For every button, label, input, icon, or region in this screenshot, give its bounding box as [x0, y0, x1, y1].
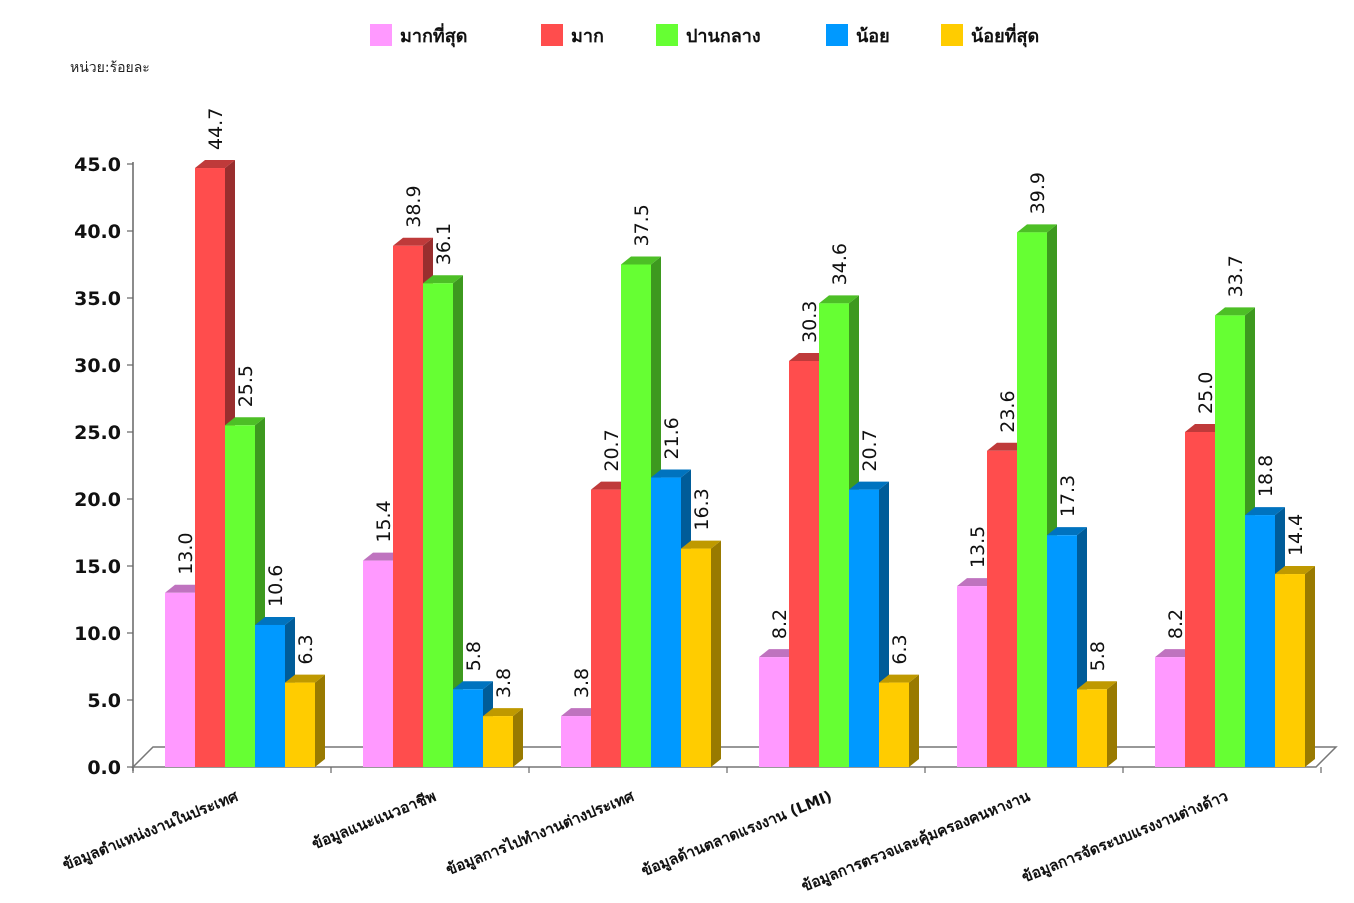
data-label: 10.6: [265, 565, 287, 607]
data-label: 23.6: [997, 390, 1019, 432]
legend-label: ปานกลาง: [686, 26, 761, 47]
data-label: 15.4: [373, 500, 395, 542]
data-label: 6.3: [295, 634, 317, 664]
y-tick-label: 20.0: [74, 489, 121, 511]
x-category-label: ข้อมูลตำแหน่งงานในประเทศ: [60, 787, 241, 875]
unit-label: หน่วย:ร้อยละ: [70, 60, 150, 76]
data-label: 36.1: [433, 223, 455, 265]
bar: [1275, 566, 1315, 767]
y-tick-label: 10.0: [74, 623, 121, 645]
data-label: 5.8: [1087, 641, 1109, 671]
data-label: 14.4: [1285, 514, 1307, 556]
data-label: 8.2: [1165, 609, 1187, 639]
legend-label: มากที่สุด: [400, 23, 467, 48]
x-category-label: ข้อมูลการไปทำงานต่างประเทศ: [443, 786, 637, 880]
data-label: 30.3: [799, 301, 821, 343]
bar: [879, 674, 919, 767]
data-label: 25.0: [1195, 372, 1217, 414]
y-tick-label: 45.0: [74, 154, 121, 176]
data-label: 20.7: [859, 429, 881, 471]
legend-label: มาก: [571, 26, 604, 47]
legend-item: น้อย: [826, 24, 890, 47]
data-label: 13.0: [175, 532, 197, 574]
axes: [131, 162, 1338, 773]
data-label: 17.3: [1057, 475, 1079, 517]
legend-item: มากที่สุด: [370, 23, 467, 48]
legend-item: มาก: [541, 24, 604, 47]
x-category-label: ข้อมูลแนะแนวอาชีพ: [309, 787, 439, 854]
data-labels: 13.0 44.7 25.5 10.6 6.3 15.4 38.9 36.1 5.8 3.8 3.8…: [175, 108, 1307, 698]
y-tick-label: 40.0: [74, 221, 121, 243]
floor-plane: [131, 746, 1338, 768]
bars: [165, 160, 1315, 768]
y-tick-label: 0.0: [87, 757, 121, 779]
y-tick-label: 30.0: [74, 355, 121, 377]
bar: [681, 540, 721, 767]
data-label: 21.6: [661, 417, 683, 459]
data-label: 37.5: [631, 204, 653, 246]
category-labels: ข้อมูลตำแหน่งงานในประเทศ ข้อมูลแนะแนวอาชี…: [60, 786, 1231, 896]
legend-swatch: [826, 24, 848, 46]
x-category-label: ข้อมูลการจัดระบบแรงงานต่างด้าว: [1019, 787, 1231, 887]
legend-label: น้อย: [856, 26, 890, 47]
data-label: 16.3: [691, 488, 713, 530]
data-label: 18.8: [1255, 455, 1277, 497]
bar: [1077, 681, 1117, 767]
data-label: 33.7: [1225, 255, 1247, 297]
legend-swatch: [656, 24, 678, 46]
data-label: 5.8: [463, 641, 485, 671]
legend-swatch: [370, 24, 392, 46]
y-tick-label: 5.0: [87, 690, 121, 712]
bar: [423, 275, 463, 767]
x-category-label: ข้อมูลด้านตลาดแรงงาน (LMI): [639, 787, 835, 881]
legend-swatch: [941, 24, 963, 46]
legend-item: ปานกลาง: [656, 24, 761, 47]
data-label: 8.2: [769, 609, 791, 639]
data-label: 34.6: [829, 243, 851, 285]
data-label: 6.3: [889, 634, 911, 664]
legend-item: น้อยที่สุด: [941, 23, 1039, 48]
data-label: 20.7: [601, 429, 623, 471]
legend-swatch: [541, 24, 563, 46]
data-label: 39.9: [1027, 172, 1049, 214]
data-label: 13.5: [967, 526, 989, 568]
bar: [285, 674, 325, 767]
legend: มากที่สุด มาก ปานกลาง น้อย น้อยที่สุด: [370, 23, 1039, 48]
y-tick-label: 35.0: [74, 288, 121, 310]
data-label: 3.8: [571, 668, 593, 698]
y-tick-label: 15.0: [74, 556, 121, 578]
data-label: 38.9: [403, 185, 425, 227]
y-tick-label: 25.0: [74, 422, 121, 444]
data-label: 3.8: [493, 668, 515, 698]
legend-label: น้อยที่สุด: [971, 23, 1039, 48]
bar: [483, 708, 523, 767]
data-label: 25.5: [235, 365, 257, 407]
data-label: 44.7: [205, 108, 227, 150]
y-axis-ticks: 0.0 5.0 10.0 15.0 20.0 25.0 30.0 35.0 40.0 45.0: [74, 154, 133, 779]
